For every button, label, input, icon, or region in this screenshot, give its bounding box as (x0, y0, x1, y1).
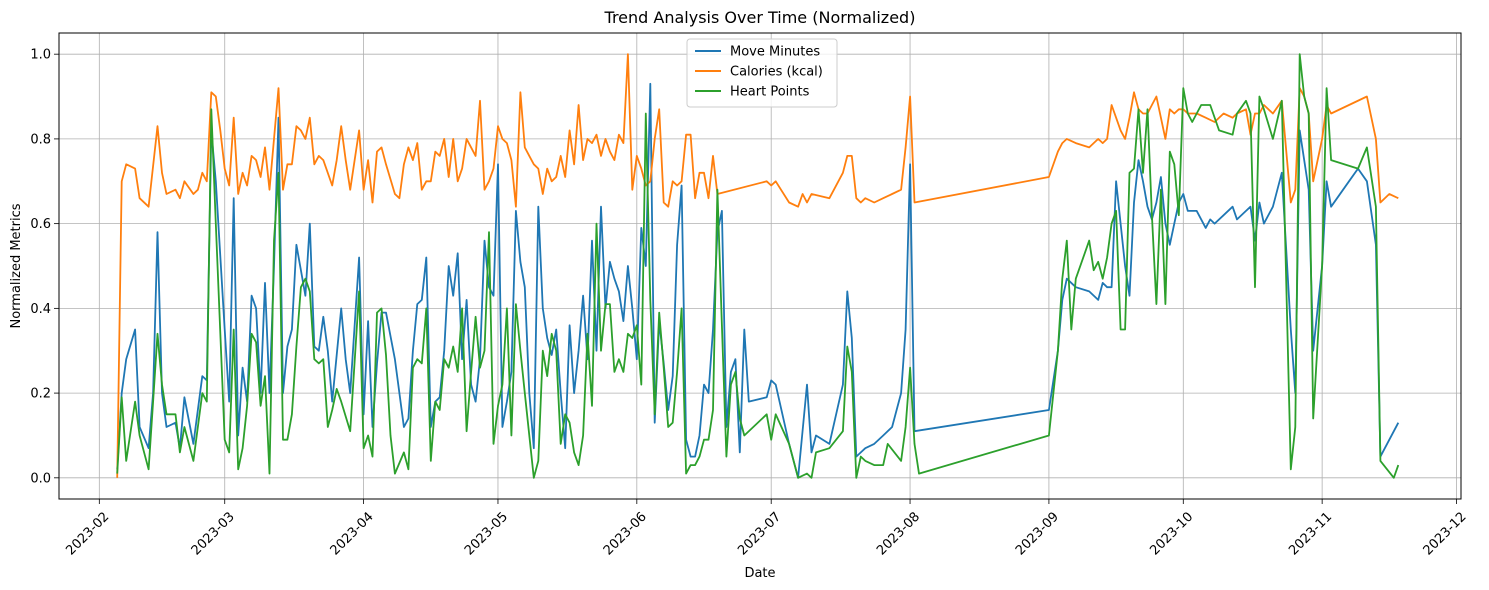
x-axis-title: Date (744, 566, 775, 581)
plot-frame (58, 32, 1462, 500)
series-line-move-minutes (116, 82, 1400, 479)
legend: Move Minutes Calories (kcal) Heart Points (686, 38, 838, 108)
y-axis-title: Normalized Metrics (9, 203, 24, 328)
y-axis: 0.0 0.2 0.4 0.6 0.8 1.0 (30, 48, 59, 486)
y-tick-label: 0.6 (30, 217, 51, 232)
legend-box (686, 38, 838, 108)
y-tick-label: 0.0 (30, 471, 51, 486)
legend-label: Heart Points (730, 85, 810, 100)
chart-title: Trend Analysis Over Time (Normalized) (604, 8, 916, 27)
legend-label: Move Minutes (730, 45, 820, 60)
y-tick-label: 1.0 (30, 48, 51, 63)
legend-label: Calories (kcal) (730, 65, 823, 80)
y-tick-label: 0.2 (30, 387, 51, 402)
series-line-calories-kcal (116, 53, 1399, 478)
y-tick-label: 0.8 (30, 132, 51, 147)
series-lines (116, 53, 1400, 479)
series-line-heart-points (116, 53, 1400, 479)
y-tick-label: 0.4 (30, 302, 51, 317)
